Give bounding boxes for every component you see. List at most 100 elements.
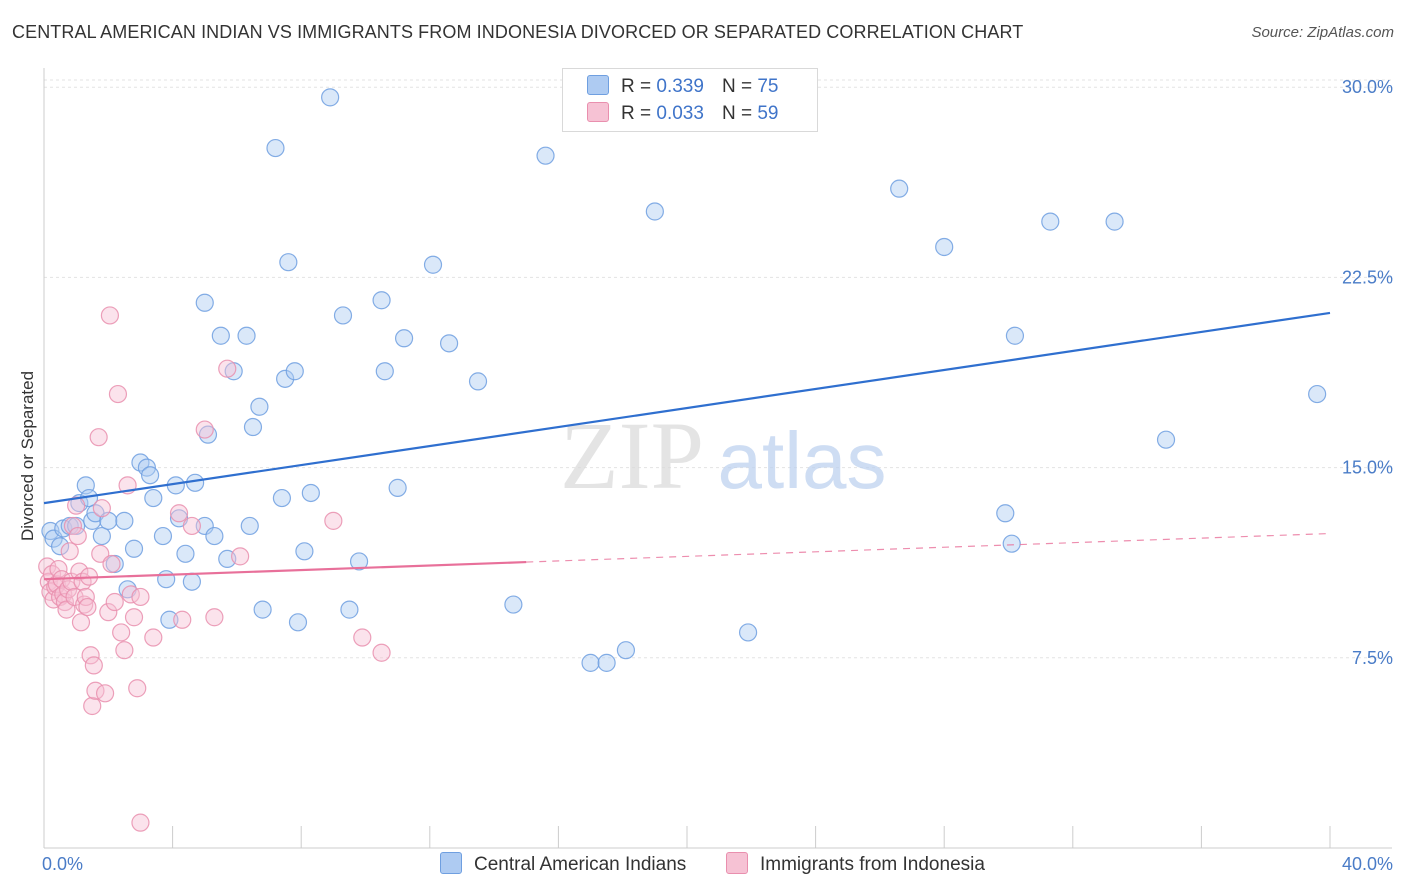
data-point [140, 466, 160, 485]
data-point [60, 542, 79, 561]
data-point [353, 628, 372, 647]
data-point [144, 488, 163, 508]
data-point [372, 643, 391, 662]
data-point [536, 146, 555, 165]
data-point [468, 372, 488, 391]
data-point [581, 653, 600, 672]
data-point [112, 623, 131, 642]
legend-swatch-pink [587, 102, 609, 122]
series-name: Immigrants from Indonesia [760, 854, 985, 875]
data-point [92, 499, 111, 518]
x-tick-label-min: 0.0% [42, 854, 83, 874]
data-point [375, 362, 394, 381]
data-point [333, 306, 353, 325]
data-point [324, 511, 343, 530]
data-point [504, 595, 523, 614]
data-point [285, 362, 304, 381]
data-point [279, 253, 298, 272]
data-point [1156, 430, 1176, 449]
data-point [211, 326, 230, 345]
data-point [243, 417, 263, 437]
data-point [186, 473, 205, 492]
data-point [71, 613, 91, 632]
data-point [50, 537, 70, 556]
y-tick-label: 22.5% [1342, 267, 1393, 287]
y-tick-label: 30.0% [1342, 77, 1393, 97]
legend-n-value: 59 [757, 103, 779, 124]
data-point [78, 597, 97, 617]
trend-line-0 [43, 311, 1331, 505]
legend-r-value: 0.339 [656, 76, 704, 97]
data-point [205, 526, 224, 546]
series-points-0 [41, 88, 1327, 672]
data-point [95, 684, 115, 703]
trend-line-dashed-1 [526, 532, 1331, 563]
legend-r-label: R = [621, 76, 652, 97]
data-point [67, 496, 86, 515]
data-point [68, 526, 87, 546]
watermark: ZIP atlas [560, 402, 886, 509]
data-point [49, 559, 68, 579]
data-point [288, 613, 308, 632]
series-legend-indonesia: Immigrants from Indonesia [726, 852, 985, 876]
data-point [131, 813, 150, 832]
trend-line-solid-1 [43, 560, 527, 581]
data-point [160, 610, 179, 629]
axes [43, 68, 1392, 849]
legend-n-label: N = [721, 76, 753, 97]
data-point [75, 595, 94, 614]
data-point [738, 623, 758, 642]
data-point [131, 587, 150, 607]
data-point [176, 544, 195, 563]
data-point [266, 138, 285, 158]
data-points [38, 88, 1327, 832]
data-point [240, 516, 259, 536]
data-point [372, 291, 391, 310]
series-legend-central-american: Central American Indians [440, 852, 686, 876]
data-point [349, 552, 369, 571]
data-point [153, 526, 173, 546]
chart-source: Source: ZipAtlas.com [1251, 24, 1394, 41]
data-point [1105, 212, 1124, 231]
data-point [276, 369, 295, 388]
legend-row-central-american: R = 0.339 N = 75 [587, 75, 778, 101]
legend-n-label: N = [721, 103, 753, 124]
data-point [81, 646, 100, 665]
data-point [63, 516, 83, 536]
y-tick-label: 7.5% [1352, 648, 1393, 668]
data-point [124, 608, 144, 627]
data-point [1002, 534, 1021, 553]
data-point [198, 425, 218, 444]
series-points-1 [38, 306, 391, 832]
data-point [115, 511, 134, 530]
data-point [253, 600, 272, 619]
data-point [597, 653, 616, 672]
series-swatch-blue [440, 852, 462, 874]
data-point [195, 420, 214, 439]
y-axis-label: Divorced or Separated [18, 371, 37, 541]
data-point [250, 397, 269, 416]
tick-labels: 7.5% 15.0% 22.5% 30.0% 0.0% 40.0% Divorced or … [18, 77, 1393, 874]
data-point [108, 384, 128, 404]
watermark-atlas: atlas [718, 416, 887, 505]
legend-r-label: R = [621, 103, 652, 124]
data-point [272, 488, 292, 508]
data-point [321, 88, 340, 107]
chart-title: CENTRAL AMERICAN INDIAN VS IMMIGRANTS FR… [12, 22, 1024, 42]
data-point [890, 179, 909, 198]
trend-lines [43, 311, 1331, 581]
data-point [439, 334, 459, 353]
data-point [89, 428, 108, 447]
y-tick-label: 15.0% [1342, 458, 1393, 478]
data-point [295, 542, 314, 561]
series-swatch-pink [726, 852, 748, 874]
data-point [84, 656, 103, 675]
data-point [169, 504, 189, 523]
data-point [144, 628, 163, 647]
data-point [100, 306, 120, 325]
data-point [301, 483, 320, 503]
x-tick-label-max: 40.0% [1342, 854, 1393, 874]
series-name: Central American Indians [474, 854, 687, 875]
data-point [231, 547, 250, 566]
data-point [105, 592, 124, 612]
